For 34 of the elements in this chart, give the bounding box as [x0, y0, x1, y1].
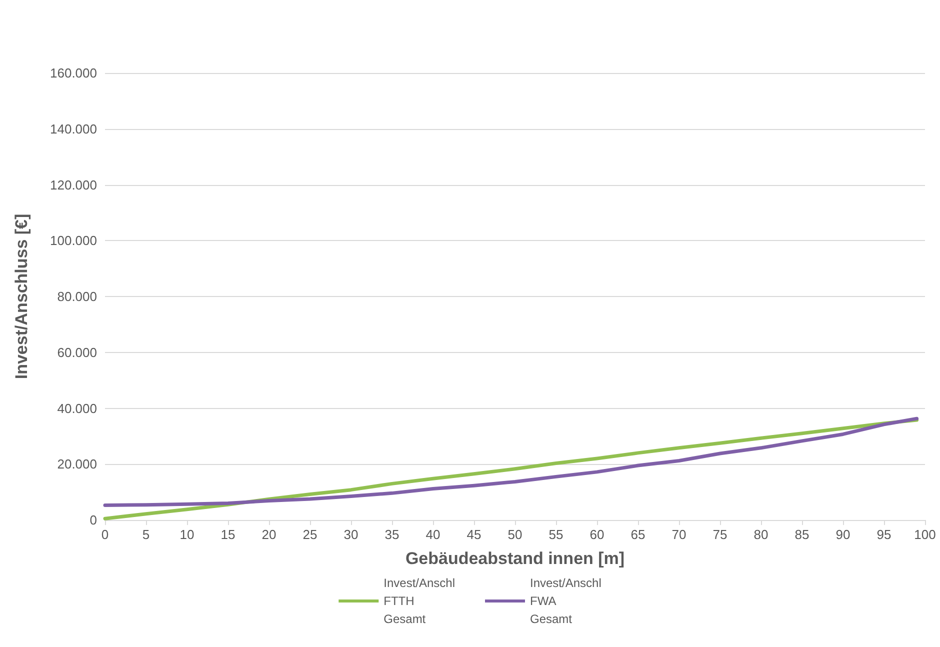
legend-label: Invest/Anschl FTTH Gesamt: [384, 576, 456, 626]
y-tick-label: 160.000: [50, 66, 97, 80]
x-tick-label: 0: [101, 527, 109, 542]
x-tick-label: 10: [180, 527, 194, 542]
x-tick-label: 40: [426, 527, 440, 542]
x-tick-label: 25: [302, 527, 318, 542]
x-tick-label: 50: [508, 527, 522, 542]
legend-label: Invest/Anschl FWA Gesamt: [530, 576, 602, 626]
y-tick-label: 20.000: [57, 456, 97, 472]
y-axis-title: Invest/Anschluss [€]: [12, 214, 31, 380]
x-tick-label: 100: [914, 527, 936, 542]
x-tick-label: 85: [794, 527, 810, 542]
x-tick-label: 95: [876, 527, 892, 542]
y-tick-label: 0: [90, 512, 97, 528]
x-tick-label: 35: [384, 527, 400, 542]
x-tick-label: 60: [590, 527, 604, 542]
x-tick-label: 75: [712, 527, 728, 542]
x-tick-label: 20: [262, 527, 276, 542]
x-axis-title: Gebäudeabstand innen [m]: [405, 549, 625, 568]
x-tick-label: 5: [142, 527, 150, 542]
y-tick-label: 40.000: [57, 400, 97, 416]
x-tick-label: 90: [836, 527, 850, 542]
x-tick-label: 65: [630, 527, 646, 542]
y-tick-label: 60.000: [57, 344, 97, 360]
y-tick-label: 120.000: [50, 177, 97, 192]
y-tick-label: 100.000: [50, 233, 97, 248]
x-tick-label: 70: [672, 527, 686, 542]
x-tick-label: 55: [548, 527, 564, 542]
x-tick-label: 45: [466, 527, 482, 542]
y-tick-label: 80.000: [57, 289, 97, 304]
y-tick-label: 140.000: [50, 121, 97, 136]
x-tick-label: 80: [754, 527, 768, 542]
x-tick-label: 15: [220, 527, 236, 542]
x-tick-label: 30: [344, 527, 358, 542]
